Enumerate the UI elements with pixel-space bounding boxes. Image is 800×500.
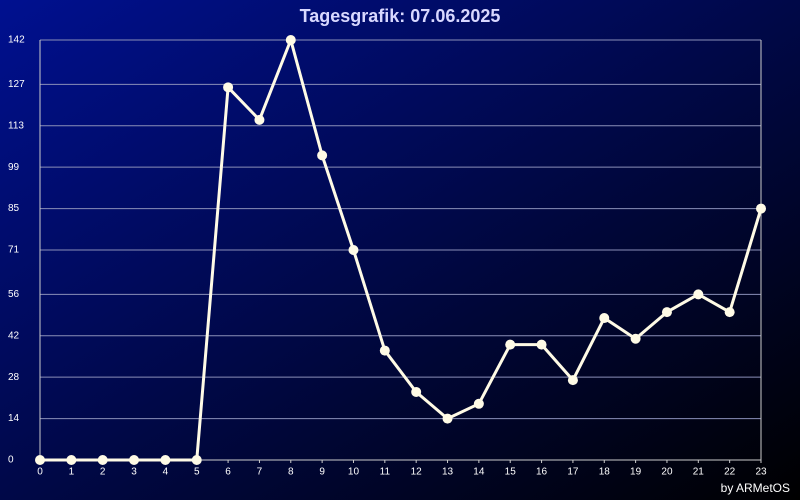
x-tick-label: 23 bbox=[755, 467, 767, 478]
x-tick-label: 22 bbox=[724, 467, 736, 478]
line bbox=[40, 38, 763, 462]
y-tick-label: 142 bbox=[8, 35, 25, 46]
x-tick-label: 9 bbox=[319, 467, 325, 478]
point bbox=[191, 455, 202, 465]
y-tick-label: 42 bbox=[8, 330, 20, 341]
x-tick-label: 5 bbox=[194, 467, 200, 478]
x-tick-label: 15 bbox=[505, 467, 517, 478]
point bbox=[411, 386, 422, 397]
y-tick-label: 113 bbox=[8, 120, 24, 131]
x-tick-label: 8 bbox=[288, 467, 294, 478]
x-tick-label: 18 bbox=[599, 467, 611, 478]
point bbox=[473, 398, 484, 409]
point bbox=[97, 455, 108, 465]
x-tick-label: 3 bbox=[131, 467, 137, 478]
point bbox=[379, 345, 390, 356]
x-tick-label: 10 bbox=[348, 467, 360, 478]
point bbox=[223, 82, 234, 93]
x-tick-label: 17 bbox=[567, 467, 579, 478]
y-tick-label: 28 bbox=[8, 372, 20, 383]
point bbox=[756, 203, 766, 214]
y-tick-label: 85 bbox=[8, 203, 20, 214]
point bbox=[160, 455, 171, 465]
point bbox=[442, 413, 453, 424]
x-tick-label: 0 bbox=[37, 467, 43, 478]
point bbox=[505, 339, 516, 350]
point bbox=[661, 307, 672, 318]
point bbox=[254, 114, 265, 125]
point bbox=[317, 150, 328, 161]
x-tick-label: 20 bbox=[661, 467, 673, 478]
x-tick-label: 1 bbox=[69, 467, 75, 478]
point bbox=[66, 455, 77, 465]
point bbox=[348, 245, 359, 255]
x-tick-label: 7 bbox=[257, 467, 263, 478]
x-tick-label: 4 bbox=[163, 467, 169, 478]
x-tick-label: 19 bbox=[630, 467, 642, 478]
point bbox=[630, 333, 641, 344]
point bbox=[35, 455, 45, 465]
x-tick-label: 12 bbox=[411, 467, 423, 478]
x-tick-label: 11 bbox=[380, 467, 391, 478]
y-tick-label: 99 bbox=[8, 162, 20, 173]
x-tick-label: 6 bbox=[225, 467, 231, 478]
y-tick-label: 56 bbox=[8, 289, 20, 300]
credit: by ARMetOS bbox=[721, 481, 790, 495]
point bbox=[599, 313, 610, 324]
point bbox=[724, 307, 735, 318]
point bbox=[129, 455, 140, 465]
x-tick-label: 13 bbox=[442, 467, 454, 478]
point bbox=[536, 339, 547, 350]
y-tick-label: 14 bbox=[8, 413, 20, 424]
chart-title: Tagesgrafik: 07.06.2025 bbox=[300, 6, 501, 26]
point bbox=[693, 289, 704, 300]
point bbox=[285, 35, 296, 45]
x-tick-label: 14 bbox=[473, 467, 485, 478]
point bbox=[567, 375, 578, 386]
x-tick-label: 2 bbox=[100, 467, 106, 478]
x-tick-label: 16 bbox=[536, 467, 548, 478]
y-tick-label: 0 bbox=[8, 455, 14, 466]
y-tick-label: 71 bbox=[8, 245, 20, 256]
x-tick-label: 21 bbox=[693, 467, 705, 478]
y-tick-label: 127 bbox=[8, 79, 25, 90]
